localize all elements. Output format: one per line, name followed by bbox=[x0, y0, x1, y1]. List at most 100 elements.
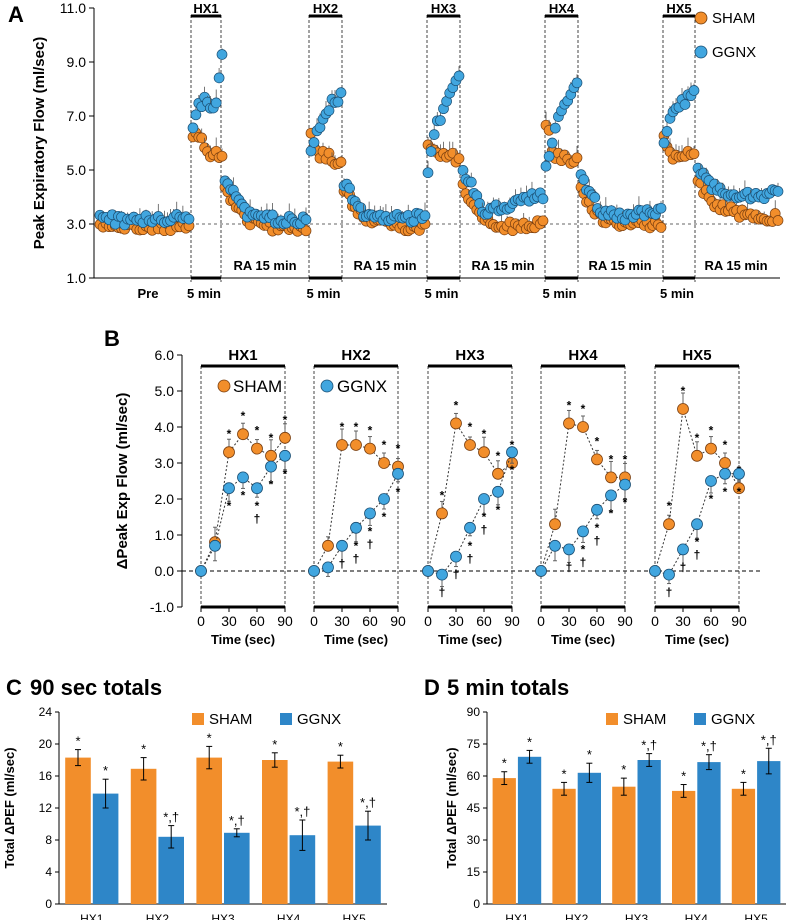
panel-b-ggnx-point bbox=[308, 565, 320, 577]
panel-c-sham-bar bbox=[196, 757, 222, 904]
panel-b-sham-sig: * bbox=[567, 398, 572, 412]
panel-a-y-axis-label: Peak Expiratory Flow (ml/sec) bbox=[31, 37, 48, 250]
panel-b-ggnx-point bbox=[619, 478, 631, 491]
panel-b-ggnx-sig: * † bbox=[254, 499, 261, 526]
panel-a-ggnx-point bbox=[183, 213, 195, 225]
panel-b-ggnx-point bbox=[209, 539, 221, 552]
panel-d-y-axis-label: Total ΔPEF (ml/sec) bbox=[444, 747, 459, 868]
panel-c-legend-sham-label: SHAM bbox=[209, 711, 252, 728]
panel-a-ggnx-point bbox=[308, 137, 320, 148]
panel-a-ggnx-point bbox=[422, 167, 434, 179]
panel-b-ggnx-sig: † bbox=[339, 557, 346, 571]
panel-d-sham-sig: * bbox=[741, 766, 746, 781]
panel-b-ggnx-sig: * bbox=[609, 506, 614, 520]
panel-b-sham-sig: * bbox=[667, 499, 672, 513]
panel-b-ggnx-point bbox=[464, 521, 476, 534]
panel-b-x-axis-label: Time (sec) bbox=[211, 632, 275, 647]
panel-b-sham-sig: * bbox=[283, 413, 288, 427]
panel-c-y-tick-label: 8 bbox=[45, 833, 52, 847]
panel-c: C 90 sec totals 0 4 8 12 16 20 24 Total ΔPEF (ml/… bbox=[2, 675, 387, 920]
panel-b-ggnx-point bbox=[279, 449, 291, 462]
panel-a-ggnx-point bbox=[543, 150, 555, 162]
panel-b-ggnx-point bbox=[677, 543, 689, 556]
panel-c-ggnx-bar bbox=[92, 793, 119, 904]
panel-a-5min-label: 5 min bbox=[660, 286, 694, 301]
panel-a-sham-point bbox=[335, 156, 347, 168]
panel-b-ggnx-point bbox=[450, 550, 462, 563]
panel-d-sham-bar bbox=[612, 786, 636, 904]
panel-b-ggnx-point bbox=[322, 561, 334, 574]
panel-c-sham-bar bbox=[262, 760, 288, 904]
panel-b-x-tick-label: 0 bbox=[197, 613, 205, 629]
panel-a-y-tick-label: 1.0 bbox=[67, 270, 87, 286]
panel-b-ggnx-sig: * bbox=[496, 503, 501, 517]
panel-d-sham-bar bbox=[552, 788, 576, 904]
panel-b-sham-point bbox=[279, 431, 291, 444]
panel-c-ggnx-sig: *,† bbox=[163, 810, 179, 825]
panel-b-ggnx-point bbox=[436, 568, 448, 581]
panel-b-ggnx-sig: * bbox=[396, 485, 401, 499]
panel-b-sham-sig: * bbox=[255, 424, 260, 438]
panel-c-ggnx-sig: *,† bbox=[360, 795, 376, 810]
panel-b-x-axis-label: Time (sec) bbox=[438, 632, 502, 647]
panel-c-y-tick-label: 0 bbox=[45, 897, 52, 911]
panel-b-sham-point bbox=[436, 507, 448, 520]
panel-b-x-tick-label: 90 bbox=[617, 613, 633, 629]
panel-c-legend-ggnx-label: GGNX bbox=[297, 711, 341, 728]
panel-b-sham-sig: * bbox=[241, 409, 246, 423]
panel-a-sham-point bbox=[453, 153, 465, 164]
panel-c-sham-bar bbox=[130, 768, 157, 904]
panel-a-ggnx-point bbox=[578, 174, 590, 185]
panel-d-ggnx-sig: *,† bbox=[761, 732, 777, 747]
panel-a-pre-label: Pre bbox=[138, 286, 159, 301]
panel-b-ggnx-point bbox=[649, 565, 661, 577]
panel-c-y-tick-label: 20 bbox=[39, 737, 53, 751]
legend-ggnx-marker bbox=[694, 45, 708, 59]
panel-b-sham-sig: * bbox=[709, 424, 714, 438]
panel-a-ra-label: RA 15 min bbox=[353, 258, 416, 273]
panel-b-ggnx-point bbox=[237, 471, 249, 484]
panel-b-x-axis-label: Time (sec) bbox=[551, 632, 615, 647]
panel-a-ggnx-point bbox=[661, 126, 673, 137]
panel-a-ggnx-point bbox=[323, 105, 335, 116]
panel-b-sham-point bbox=[492, 467, 504, 480]
panel-b-y-tick-label: 3.0 bbox=[155, 455, 175, 471]
panel-d-sham-bar bbox=[492, 778, 516, 904]
panel-c-label: C bbox=[6, 675, 22, 700]
panel-a-5min-label: 5 min bbox=[425, 286, 459, 301]
panel-c-y-tick-label: 24 bbox=[39, 705, 53, 719]
panel-b-sham-point bbox=[691, 449, 703, 462]
panel-a-hx-label: HX1 bbox=[193, 1, 218, 16]
panel-c-legend-sham-swatch bbox=[192, 713, 204, 725]
panel-a-sham-point bbox=[537, 215, 549, 227]
panel-c-sham-sig: * bbox=[338, 739, 343, 754]
panel-a-sham-point bbox=[216, 150, 228, 162]
panel-b-sham-point bbox=[364, 442, 376, 455]
panel-b-sham-point bbox=[251, 442, 263, 455]
panel-b-ggnx-sig: * † bbox=[467, 539, 474, 566]
panel-b-ggnx-point bbox=[478, 493, 490, 505]
panel-b-x-tick-label: 60 bbox=[476, 613, 492, 629]
panel-b-ggnx-sig: † bbox=[439, 586, 446, 600]
panel-b-sham-sig: * bbox=[382, 438, 387, 452]
panel-b-ggnx-point bbox=[535, 565, 547, 577]
panel-b-sham-point bbox=[591, 453, 603, 466]
panel-b-y-tick-label: 1.0 bbox=[155, 527, 175, 543]
panel-b-sham-point bbox=[336, 439, 348, 451]
panel-b-sham-point bbox=[605, 471, 617, 484]
panel-b-ggnx-point bbox=[350, 521, 362, 534]
panel-b-ggnx-point bbox=[563, 543, 575, 556]
panel-b-ggnx-point bbox=[392, 467, 404, 480]
panel-b-x-tick-label: 30 bbox=[561, 613, 577, 629]
panel-b-ggnx-sig: * bbox=[227, 499, 232, 513]
panel-b-ggnx-point bbox=[378, 493, 390, 505]
panel-a-hx-label: HX5 bbox=[666, 1, 691, 16]
panel-c-sham-sig: * bbox=[141, 742, 146, 757]
panel-b-ggnx-sig: * bbox=[623, 496, 628, 510]
panel-b-y-tick-label: 2.0 bbox=[155, 491, 175, 507]
panel-a: A 1.0 3.0 5.0 7.0 9.0 11.0 Peak Expiratory Flow… bbox=[8, 0, 784, 301]
panel-b-sham-sig: * bbox=[595, 434, 600, 448]
panel-b-ggnx-sig: * † bbox=[353, 539, 360, 566]
panel-a-y-tick-label: 9.0 bbox=[67, 54, 87, 70]
